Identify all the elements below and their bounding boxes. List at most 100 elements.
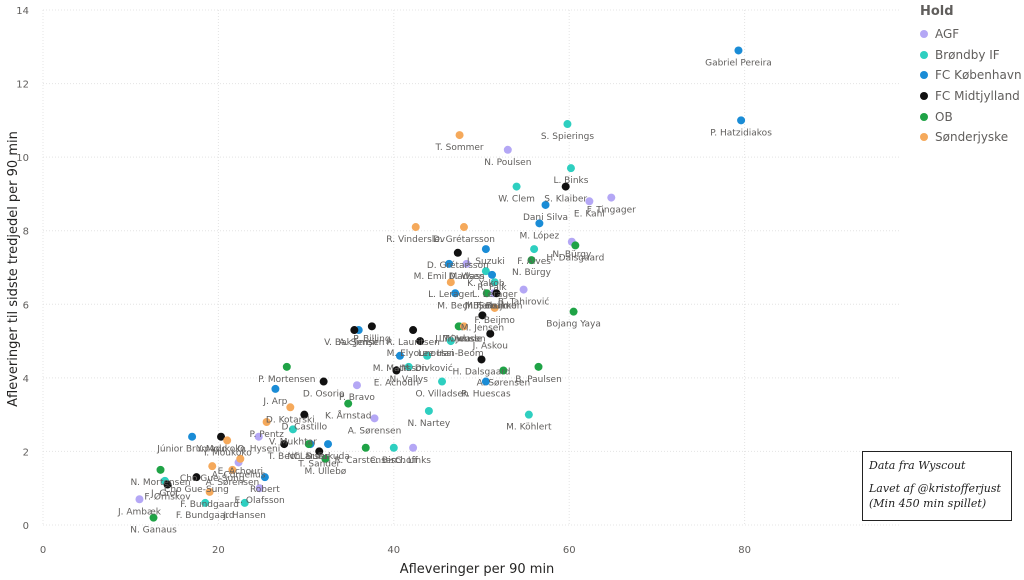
data-point[interactable]: [240, 498, 249, 507]
data-point[interactable]: [445, 259, 454, 268]
data-point[interactable]: [262, 418, 271, 426]
point-label: J. Trindade: [434, 334, 482, 344]
legend-item[interactable]: Sønderjyske: [920, 127, 1024, 148]
data-point[interactable]: [438, 377, 447, 386]
data-point[interactable]: [236, 454, 245, 463]
point-label: D. Osorio: [303, 390, 345, 400]
data-point[interactable]: [188, 432, 197, 441]
data-point[interactable]: [255, 484, 264, 493]
data-point[interactable]: [499, 366, 508, 375]
data-point[interactable]: [477, 355, 486, 364]
data-point[interactable]: [389, 443, 398, 452]
point-label: C. Duru: [293, 452, 327, 462]
data-point[interactable]: [541, 200, 550, 209]
data-point[interactable]: [395, 351, 404, 360]
data-point[interactable]: [409, 326, 418, 335]
data-point[interactable]: [566, 164, 575, 173]
data-point[interactable]: [527, 256, 536, 265]
data-point[interactable]: [453, 248, 462, 257]
data-point[interactable]: [462, 259, 471, 268]
data-point[interactable]: [288, 425, 297, 434]
data-point[interactable]: [286, 403, 295, 412]
data-point[interactable]: [416, 337, 425, 346]
data-point[interactable]: [192, 473, 201, 482]
data-point[interactable]: [315, 447, 324, 456]
data-point[interactable]: [446, 278, 455, 287]
data-point[interactable]: [563, 120, 572, 129]
data-point[interactable]: [530, 245, 539, 254]
data-point[interactable]: [411, 223, 420, 232]
legend-item[interactable]: OB: [920, 106, 1024, 127]
data-point[interactable]: [451, 289, 460, 298]
point-label: A. Sørensen: [206, 478, 260, 488]
data-point[interactable]: [321, 454, 330, 463]
legend-item[interactable]: Brøndby IF: [920, 45, 1024, 66]
data-point[interactable]: [424, 406, 433, 415]
data-point[interactable]: [404, 362, 413, 371]
legend-item[interactable]: AGF: [920, 24, 1024, 45]
data-point[interactable]: [156, 465, 165, 474]
data-point[interactable]: [280, 440, 289, 449]
data-point[interactable]: [481, 267, 490, 276]
data-point[interactable]: [585, 197, 594, 206]
data-point[interactable]: [734, 46, 743, 55]
data-point[interactable]: [370, 414, 379, 423]
point-label: Cho Gue-Sung: [164, 485, 229, 495]
data-point[interactable]: [208, 462, 217, 471]
data-point[interactable]: [524, 410, 533, 419]
data-point[interactable]: [478, 311, 487, 320]
data-point[interactable]: [481, 377, 490, 386]
data-point[interactable]: [503, 145, 512, 154]
data-point[interactable]: [201, 498, 210, 507]
data-point[interactable]: [737, 116, 746, 125]
legend-item[interactable]: FC København: [920, 65, 1024, 86]
data-point[interactable]: [350, 326, 359, 335]
data-point[interactable]: [490, 278, 499, 287]
data-point[interactable]: [282, 362, 291, 371]
data-point[interactable]: [571, 241, 580, 250]
data-point[interactable]: [455, 131, 464, 140]
data-point[interactable]: [361, 443, 370, 452]
data-point[interactable]: [446, 337, 455, 346]
data-point[interactable]: [352, 381, 361, 390]
point-label: W. Clem: [498, 195, 535, 205]
data-point[interactable]: [223, 436, 232, 445]
data-point[interactable]: [535, 219, 544, 228]
data-point[interactable]: [304, 440, 313, 449]
data-point[interactable]: [163, 480, 172, 489]
data-point[interactable]: [423, 351, 432, 360]
data-point[interactable]: [271, 384, 280, 393]
data-point[interactable]: [488, 270, 497, 279]
data-point[interactable]: [260, 473, 269, 482]
data-point[interactable]: [135, 495, 144, 504]
data-point[interactable]: [482, 289, 491, 298]
data-point[interactable]: [490, 303, 499, 312]
data-point[interactable]: [367, 322, 376, 331]
data-point[interactable]: [459, 322, 468, 331]
data-point[interactable]: [254, 432, 263, 441]
data-point[interactable]: [409, 443, 418, 452]
data-point[interactable]: [300, 410, 309, 419]
data-point[interactable]: [319, 377, 328, 386]
data-point[interactable]: [519, 285, 528, 294]
data-point[interactable]: [324, 440, 333, 449]
point-label: P. Pentz: [249, 430, 284, 440]
data-point[interactable]: [534, 362, 543, 371]
data-point[interactable]: [217, 432, 226, 441]
y-tick-label: 12: [16, 80, 29, 91]
data-point[interactable]: [228, 465, 237, 474]
data-point[interactable]: [486, 329, 495, 338]
data-point[interactable]: [561, 182, 570, 191]
data-point[interactable]: [512, 182, 521, 191]
data-point[interactable]: [481, 245, 490, 254]
data-point[interactable]: [607, 193, 616, 202]
data-point[interactable]: [344, 399, 353, 408]
legend-item[interactable]: FC Midtjylland: [920, 86, 1024, 107]
data-point[interactable]: [492, 289, 501, 298]
data-point[interactable]: [149, 513, 158, 522]
data-point[interactable]: [569, 307, 578, 316]
data-point[interactable]: [205, 487, 214, 496]
data-point[interactable]: [459, 223, 468, 232]
data-point[interactable]: [392, 366, 401, 375]
